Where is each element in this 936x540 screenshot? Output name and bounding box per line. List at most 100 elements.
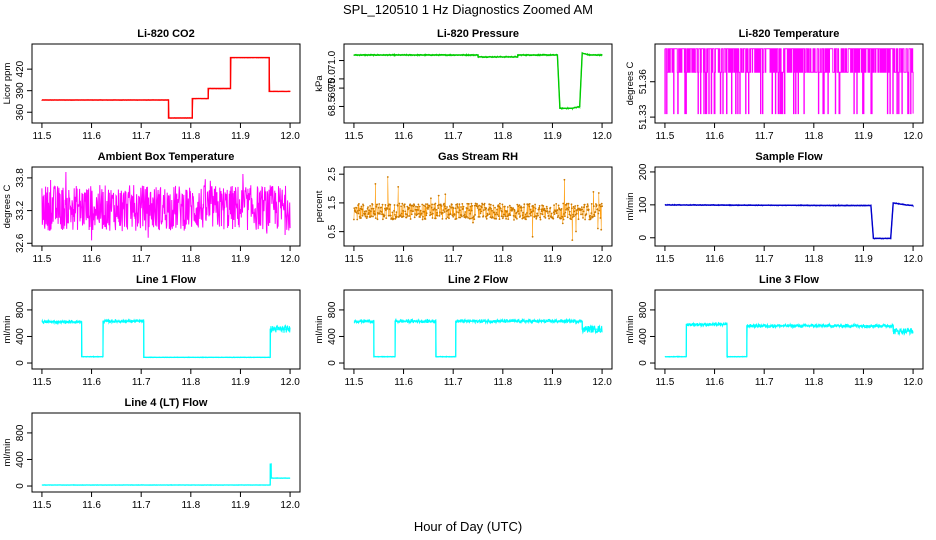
data-point <box>575 212 578 215</box>
data-point <box>371 203 374 206</box>
y-tick-label: 33.8 <box>15 168 26 188</box>
series-line <box>353 51 603 111</box>
data-point <box>376 218 379 221</box>
data-point <box>536 212 539 215</box>
data-point <box>555 203 558 205</box>
data-point <box>492 204 495 207</box>
data-point <box>552 217 555 220</box>
data-point <box>506 206 509 208</box>
data-point <box>360 205 363 208</box>
x-tick-label: 11.6 <box>394 131 413 142</box>
data-point <box>480 210 483 213</box>
data-point <box>378 203 381 205</box>
data-point <box>413 204 416 207</box>
data-point <box>535 217 538 220</box>
y-axis-label: ml/min <box>314 316 325 344</box>
data-point <box>517 210 519 213</box>
y-tick-label: 0 <box>15 360 26 366</box>
data-point <box>525 218 527 221</box>
x-tick-label: 11.9 <box>854 131 873 142</box>
data-point <box>520 206 523 209</box>
y-tick-label: 390 <box>15 82 26 99</box>
data-point <box>381 213 383 216</box>
data-point <box>463 213 466 216</box>
x-tick-label: 11.8 <box>493 377 512 388</box>
series-line-2-flow <box>353 317 603 358</box>
data-point <box>532 210 535 212</box>
data-point <box>497 215 500 218</box>
panels-container: Li-820 CO2 11.5 11.6 11.7 11.8 11.9 12.0 360 390… <box>2 28 924 511</box>
data-point <box>458 203 461 206</box>
data-point <box>508 204 511 207</box>
data-point <box>539 218 542 221</box>
data-point <box>416 213 419 216</box>
data-point <box>589 214 591 217</box>
data-point <box>396 204 399 207</box>
chart-panel-li-820-pressure: Li-820 Pressure 11.5 11.6 11.7 11.8 11.9 12.0 6… <box>314 28 613 142</box>
data-point <box>372 207 375 210</box>
x-tick-label: 11.7 <box>755 377 774 388</box>
series-gas-stream-rh <box>353 176 603 242</box>
data-point <box>592 205 595 208</box>
data-point <box>596 208 599 211</box>
x-tick-label: 11.6 <box>82 131 101 142</box>
data-point <box>456 211 458 213</box>
data-point <box>408 215 411 217</box>
data-point <box>597 192 600 194</box>
data-point <box>552 211 555 214</box>
x-tick-label: 11.5 <box>345 377 364 388</box>
data-point <box>528 203 531 205</box>
data-point <box>585 213 588 215</box>
data-point <box>436 211 438 214</box>
data-point <box>440 205 443 207</box>
y-tick-label: 200 <box>638 163 649 180</box>
y-tick-label: 800 <box>638 301 649 318</box>
data-point <box>560 208 563 210</box>
data-point <box>573 210 576 213</box>
x-tick-label: 11.6 <box>705 254 724 265</box>
data-point <box>430 197 432 200</box>
x-tick-label: 11.7 <box>444 254 463 265</box>
data-point <box>453 213 456 216</box>
data-point <box>449 205 451 208</box>
y-tick-label: 400 <box>327 328 338 345</box>
data-point <box>355 207 358 209</box>
data-point <box>450 206 452 209</box>
y-tick-label: 800 <box>327 301 338 318</box>
data-point <box>509 214 512 217</box>
data-point <box>410 209 412 212</box>
y-axis-label: ml/min <box>2 316 13 344</box>
plot-frame <box>654 289 924 370</box>
x-tick-label: 11.6 <box>705 377 724 388</box>
data-point <box>568 206 570 209</box>
data-point <box>593 215 596 218</box>
data-point <box>376 203 378 206</box>
data-point <box>445 217 448 220</box>
data-point <box>417 209 419 211</box>
data-point <box>464 211 467 213</box>
data-point <box>554 210 557 213</box>
panel-title: Li-820 Pressure <box>437 28 519 40</box>
y-tick-label: 51.33 <box>638 104 649 129</box>
data-point <box>356 218 359 221</box>
data-point <box>493 217 496 220</box>
data-point <box>584 218 586 221</box>
data-point <box>444 205 446 208</box>
data-point <box>406 213 408 216</box>
data-point <box>560 217 562 220</box>
data-point <box>598 209 601 212</box>
series-line <box>41 56 291 119</box>
data-point <box>476 207 479 209</box>
x-tick-label: 11.9 <box>231 500 250 511</box>
data-point <box>463 214 465 217</box>
chart-panel-li-820-co2: Li-820 CO2 11.5 11.6 11.7 11.8 11.9 12.0 360 390… <box>2 28 301 142</box>
data-point <box>402 215 405 218</box>
data-point <box>597 212 600 215</box>
data-point <box>380 211 383 213</box>
data-point <box>389 214 392 217</box>
panel-title: Li-820 CO2 <box>137 28 194 40</box>
data-point <box>473 204 476 207</box>
data-point <box>487 214 489 216</box>
x-tick-label: 11.5 <box>656 377 675 388</box>
data-point <box>519 215 522 217</box>
